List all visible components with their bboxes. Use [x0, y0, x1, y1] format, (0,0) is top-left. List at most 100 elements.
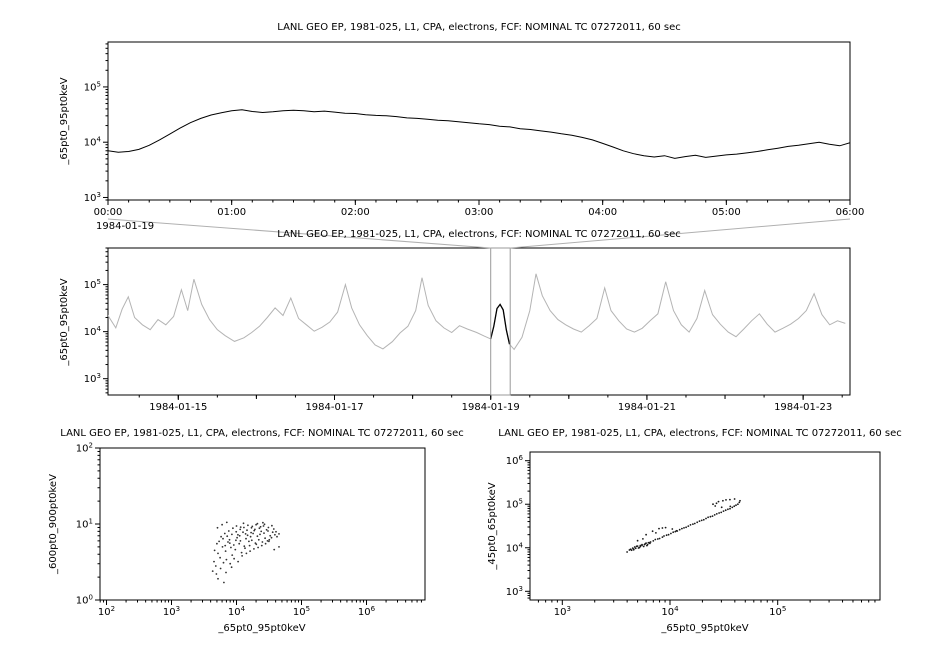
scatter-point [263, 532, 265, 534]
scatter-point [687, 525, 690, 527]
scatter-point [712, 503, 714, 506]
scatter-point [271, 531, 274, 534]
context-title: LANL GEO EP, 1981-025, L1, CPA, electron… [277, 229, 680, 240]
scatter-point [247, 524, 249, 527]
scatter-point [251, 525, 254, 528]
scatter-point [661, 536, 664, 538]
scatter-point [219, 556, 222, 559]
scatter-point [633, 546, 636, 548]
scatter-point [242, 522, 245, 525]
scatter-point [645, 533, 647, 536]
tick-label: 101 [76, 518, 93, 531]
scatter-point [278, 533, 280, 535]
scatter-point [232, 544, 235, 546]
scatter-point [224, 544, 227, 547]
scatter-point [263, 523, 266, 526]
scatter-point [229, 562, 232, 565]
plot-frame [107, 41, 851, 201]
scatter-point [693, 522, 696, 525]
scatter-point [654, 538, 657, 541]
scatter-point [240, 551, 243, 554]
scatter-point [260, 530, 263, 533]
scatter-point [233, 557, 236, 560]
scatter-point [696, 521, 699, 524]
scatter-point [231, 554, 234, 556]
scatter-point [228, 542, 231, 544]
tick-label: 104 [84, 136, 102, 149]
scatter-point [738, 501, 741, 504]
scatter-point [234, 548, 237, 551]
scatter-point [228, 538, 231, 541]
scatter-point [689, 524, 692, 526]
scatter-point [267, 526, 270, 529]
scatter-point [729, 507, 731, 510]
scatter-point [238, 542, 241, 545]
scatter-point [722, 510, 725, 512]
scatter-point [685, 526, 687, 529]
scatter-point [722, 499, 724, 502]
scatter-point [709, 515, 712, 518]
scatter-point [219, 567, 222, 570]
plot-frame [107, 247, 851, 396]
scatter-point [643, 543, 646, 546]
scatter-point [733, 505, 736, 508]
scatter-point [705, 517, 707, 520]
scatter-point [630, 549, 633, 552]
scatter-point [254, 528, 256, 531]
scatter-point [672, 531, 675, 534]
scatter-point [634, 547, 637, 550]
tick-label: 105 [84, 80, 101, 93]
scatter-point [245, 537, 247, 540]
scatter-point [236, 536, 239, 539]
scatter-point [737, 503, 739, 506]
scatter-point [256, 522, 259, 525]
scatter-point [274, 533, 276, 536]
panel-scatter-600-900[interactable]: 100 101 102 102 103 104 105 106 [76, 442, 426, 619]
scatter-point [718, 512, 720, 514]
selection-box[interactable] [490, 247, 511, 396]
scatter-point [727, 508, 729, 511]
scatter-point [739, 499, 741, 502]
scatter-point [245, 552, 248, 555]
scatter-600-900-title: LANL GEO EP, 1981-025, L1, CPA, electron… [60, 428, 463, 439]
tick-label: 105 [769, 605, 786, 618]
scatter-45-65-x-axis-label: _65pt0_95pt0keV [660, 623, 748, 634]
detail-title: LANL GEO EP, 1981-025, L1, CPA, electron… [277, 22, 680, 33]
scatter-point [244, 533, 247, 535]
scatter-point [248, 544, 251, 547]
scatter-point [271, 524, 273, 527]
panel-detail-timeseries[interactable]: 103 104 105 00:00 01:00 02:00 03:00 04:00 05:00 0… [84, 41, 865, 218]
scatter-point [262, 525, 265, 527]
scatter-point [702, 518, 705, 521]
scatter-point [663, 535, 665, 537]
scatter-point [256, 535, 259, 538]
scatter-point [714, 505, 717, 507]
scatter-point [248, 540, 250, 543]
tick-label: 1984-01-15 [149, 402, 207, 413]
scatter-point [216, 526, 219, 529]
scatter-point [237, 560, 240, 563]
scatter-point [642, 545, 645, 548]
tick-label: 105 [293, 605, 310, 618]
scatter-point [252, 532, 255, 535]
panel-context-timeseries[interactable]: 103 104 105 1984-01-15 1984-01-17 1984-01-19 1… [84, 247, 851, 413]
tick-label: 1984-01-21 [618, 402, 676, 413]
scatter-point [213, 549, 216, 552]
scatter-point [729, 505, 732, 508]
scatter-point [216, 542, 218, 545]
scatter-point [645, 542, 647, 544]
scatter-point [249, 535, 252, 538]
scatter-point [222, 537, 224, 540]
context-connector-line [510, 218, 851, 249]
tick-label: 1984-01-23 [774, 402, 832, 413]
scatter-point [222, 561, 225, 564]
scatter-point [649, 541, 652, 543]
tick-label: 100 [76, 594, 93, 607]
scatter-point [250, 539, 253, 542]
scatter-point [255, 523, 257, 526]
scatter-point [224, 550, 227, 552]
tick-label: 1984-01-17 [305, 402, 363, 413]
scatter-point [250, 526, 253, 529]
context-connector-line [107, 218, 491, 249]
panel-scatter-45-65[interactable]: 103 104 105 106 103 104 105 [506, 451, 881, 618]
